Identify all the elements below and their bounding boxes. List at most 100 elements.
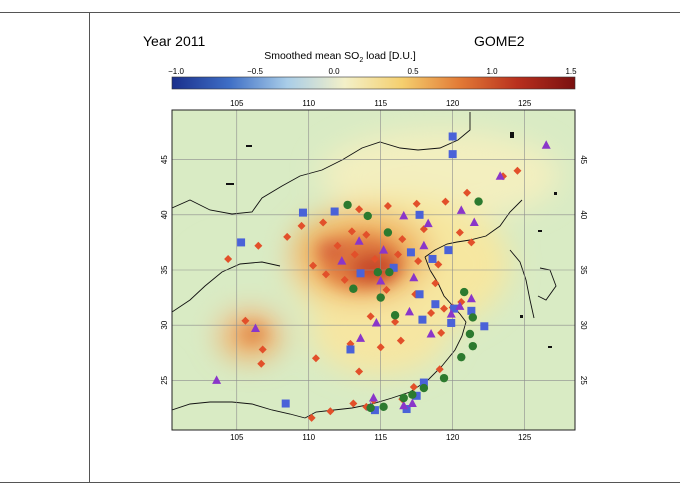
latitude-ticks: 45 45 40 40 35 35 30 30 25 25 — [160, 155, 588, 386]
station-marker-circle — [408, 390, 417, 399]
station-marker-diamond — [326, 407, 335, 416]
coastline-fragments — [226, 132, 557, 348]
station-marker-diamond — [427, 309, 436, 318]
station-marker-triangle — [446, 309, 456, 318]
station-marker-diamond — [362, 230, 371, 239]
station-marker-triangle — [399, 400, 409, 410]
station-marker-diamond — [347, 227, 356, 236]
station-marker-square — [415, 210, 424, 219]
station-marker-square — [480, 322, 489, 331]
station-marker-triangle — [399, 210, 409, 220]
colorbar-tick-label: 1.5 — [565, 67, 577, 76]
station-marker-diamond — [393, 250, 402, 259]
colorbar-tick-label: 0.0 — [328, 67, 340, 76]
station-marker-diamond — [398, 235, 407, 244]
colorbar-tick-label: 1.0 — [486, 67, 498, 76]
station-marker-triangle — [212, 375, 222, 384]
station-marker-triangle — [250, 323, 260, 332]
station-marker-diamond — [382, 285, 391, 294]
lat-tick-left: 25 — [160, 375, 169, 384]
station-marker-circle — [465, 329, 475, 339]
station-marker-triangle — [376, 276, 386, 285]
station-marker-diamond — [224, 254, 233, 263]
station-marker-square — [467, 306, 476, 315]
station-marker-diamond — [258, 345, 267, 354]
station-marker-square — [330, 207, 339, 216]
station-marker-diamond — [333, 241, 342, 250]
station-marker-diamond — [409, 382, 418, 391]
graticule — [172, 110, 575, 430]
station-marker-triangle — [541, 140, 551, 149]
lat-tick-left: 45 — [160, 155, 169, 164]
colorbar-ticks: −1.0 −0.5 0.0 0.5 1.0 1.5 — [168, 67, 577, 76]
station-marker-triangle — [469, 217, 479, 227]
station-marker-square — [356, 269, 365, 278]
station-marker-square — [431, 300, 440, 309]
station-marker-square — [448, 132, 457, 141]
station-marker-square — [450, 304, 459, 313]
station-marker-diamond — [311, 354, 320, 363]
station-marker-triangle — [354, 236, 364, 245]
station-marker-diamond — [340, 275, 349, 284]
station-marker-square — [419, 378, 428, 387]
lat-tick-right: 30 — [579, 321, 588, 330]
colorbar-title: Smoothed mean SO2 load [D.U.] — [264, 50, 416, 65]
station-marker-triangle — [455, 301, 465, 310]
station-marker-diamond — [257, 359, 266, 368]
station-marker-diamond — [441, 197, 450, 206]
station-marker-diamond — [283, 232, 292, 241]
station-marker-triangle — [456, 205, 466, 214]
station-marker-diamond — [376, 343, 385, 352]
station-marker-square — [418, 315, 427, 324]
station-marker-triangle — [337, 256, 347, 265]
station-markers — [212, 132, 551, 422]
colorbar-tick-label: 0.5 — [407, 67, 419, 76]
station-marker-circle — [468, 313, 478, 322]
station-marker-triangle — [466, 293, 476, 303]
station-marker-diamond — [370, 254, 379, 263]
lat-tick-left: 40 — [160, 210, 169, 219]
station-marker-triangle — [356, 333, 366, 342]
year-label: Year 2011 — [143, 33, 206, 49]
station-marker-triangle — [404, 306, 414, 316]
longitude-ticks: 105 105 110 110 115 115 120 120 125 125 — [230, 99, 532, 442]
station-marker-diamond — [412, 199, 421, 208]
station-marker-square — [412, 391, 421, 400]
station-marker-triangle — [426, 329, 436, 338]
station-marker-diamond — [437, 328, 446, 337]
station-marker-circle — [459, 287, 469, 297]
station-marker-square — [298, 208, 307, 217]
station-marker-diamond — [309, 261, 318, 270]
station-marker-diamond — [366, 312, 375, 321]
station-marker-square — [281, 399, 290, 408]
station-marker-diamond — [355, 205, 364, 214]
station-marker-circle — [376, 293, 385, 302]
station-marker-circle — [343, 200, 352, 210]
station-marker-circle — [373, 268, 383, 277]
station-marker-square — [406, 248, 415, 257]
colorbar-tick-label: −1.0 — [168, 67, 184, 76]
station-marker-circle — [439, 373, 449, 383]
lon-tick-top: 105 — [230, 99, 244, 108]
station-marker-circle — [457, 352, 466, 362]
station-marker-square — [389, 263, 398, 272]
lon-tick-bottom: 105 — [230, 433, 244, 442]
station-marker-diamond — [297, 221, 306, 230]
station-marker-circle — [363, 211, 372, 221]
station-marker-circle — [349, 284, 358, 293]
table-column-divider — [89, 12, 90, 483]
station-marker-diamond — [307, 413, 316, 422]
station-marker-diamond — [440, 304, 449, 313]
station-marker-triangle — [407, 398, 417, 408]
map-border — [171, 109, 576, 431]
station-marker-triangle — [409, 272, 419, 282]
lon-tick-top: 115 — [374, 99, 387, 108]
station-marker-triangle — [495, 171, 505, 180]
colorbar — [171, 76, 576, 90]
station-marker-square — [447, 318, 456, 327]
station-marker-diamond — [383, 202, 392, 210]
station-marker-triangle — [371, 317, 381, 327]
station-marker-circle — [468, 341, 478, 351]
station-marker-diamond — [254, 241, 263, 250]
lon-tick-bottom: 120 — [446, 433, 460, 442]
